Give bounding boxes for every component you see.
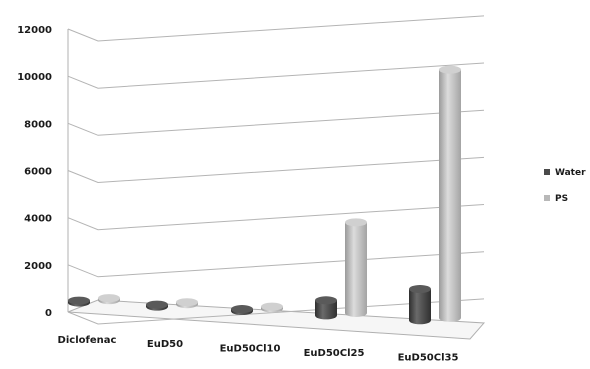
bar-ps-eud50cl10 xyxy=(261,302,283,313)
gridline xyxy=(67,156,485,184)
bar-body xyxy=(345,222,367,317)
y-tick-label: 12000 xyxy=(17,25,52,36)
x-tick-label: Diclofenac xyxy=(58,335,117,346)
bar-water-diclofenac xyxy=(68,296,90,307)
bar-cap xyxy=(409,285,431,294)
bar-cap xyxy=(439,65,461,74)
legend: Water PS xyxy=(544,168,586,204)
bar-cap xyxy=(98,294,120,303)
x-tick-label: EuD50Cl35 xyxy=(398,353,459,364)
bar-ps-eud50cl35 xyxy=(439,65,461,322)
bar-water-eud50 xyxy=(146,300,168,311)
bar-body xyxy=(315,300,337,320)
legend-label-ps: PS xyxy=(555,194,568,204)
legend-swatch-ps xyxy=(544,195,550,201)
bar-water-eud50cl35 xyxy=(409,285,431,325)
y-tick-label: 10000 xyxy=(17,72,52,83)
bar-water-eud50cl10 xyxy=(231,305,253,316)
bar-water-eud50cl25 xyxy=(315,296,337,320)
x-tick-label: EuD50Cl25 xyxy=(304,348,365,359)
y-tick-label: 8000 xyxy=(24,119,52,130)
bar-cap xyxy=(231,305,253,314)
bar-cap xyxy=(261,302,283,311)
bar-ps-eud50 xyxy=(176,298,198,309)
gridline xyxy=(67,62,485,89)
gridlines xyxy=(67,15,485,325)
x-axis-ticks: Diclofenac EuD50 EuD50Cl10 EuD50Cl25 EuD50Cl… xyxy=(58,335,459,364)
y-tick-label: 6000 xyxy=(24,167,52,178)
bar-cap xyxy=(176,298,198,307)
bar-ps-diclofenac xyxy=(98,294,120,305)
x-tick-label: EuD50 xyxy=(147,339,183,350)
gridline xyxy=(67,15,485,42)
y-tick-label: 2000 xyxy=(24,261,52,272)
gridline xyxy=(67,109,485,136)
legend-label-water: Water xyxy=(555,168,586,178)
bar-ps-eud50cl25 xyxy=(345,218,367,317)
bar-body xyxy=(439,69,461,322)
y-tick-label: 0 xyxy=(45,308,52,319)
gridline xyxy=(67,204,485,231)
bar-cap xyxy=(146,300,168,309)
y-axis-ticks: 0 2000 4000 6000 8000 10000 12000 xyxy=(17,25,52,319)
gridline xyxy=(67,251,485,278)
bar-cap xyxy=(68,296,90,305)
y-tick-label: 4000 xyxy=(24,214,52,225)
bars xyxy=(68,65,461,325)
legend-swatch-water xyxy=(544,169,550,175)
bar-cap xyxy=(345,218,367,227)
x-tick-label: EuD50Cl10 xyxy=(220,344,281,355)
bar-body xyxy=(409,289,431,325)
bar-cap xyxy=(315,296,337,305)
